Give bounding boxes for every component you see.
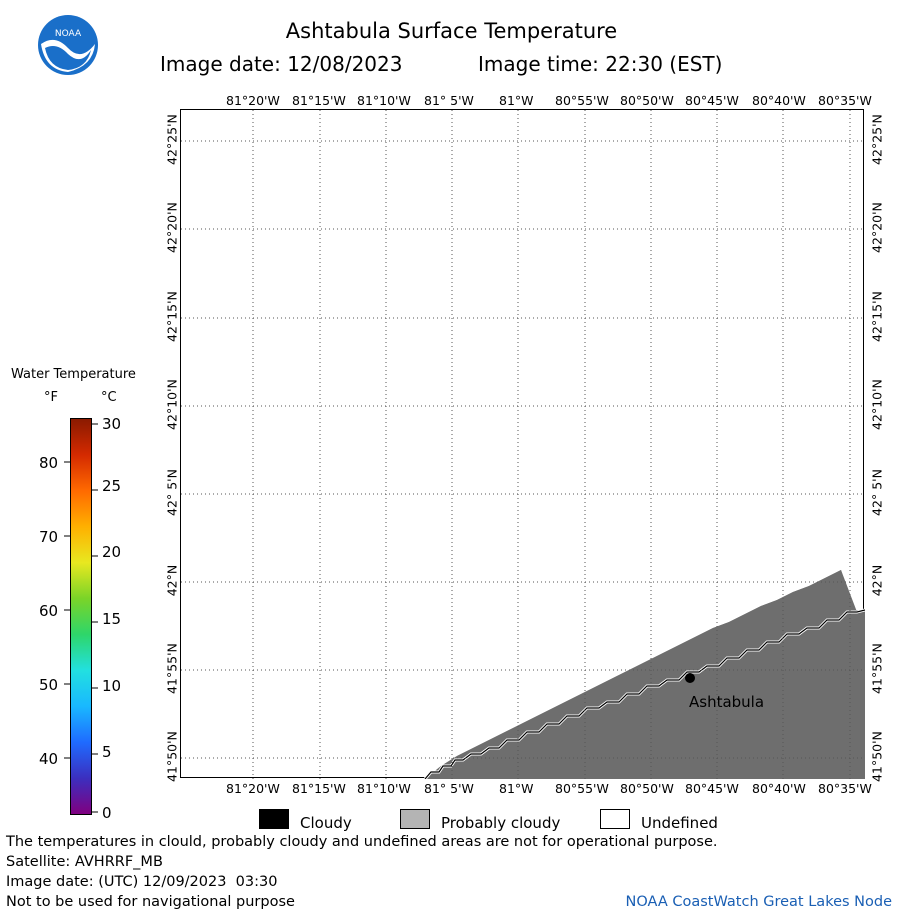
f-tick-label: 70 <box>39 528 59 546</box>
lon-label: 80°35'W <box>818 93 872 108</box>
lon-label: 80°55'W <box>555 93 609 108</box>
legend-probably-cloudy-label: Probably cloudy <box>441 814 561 832</box>
lon-label: 81°20'W <box>226 781 280 796</box>
lon-label: 81°15'W <box>292 93 346 108</box>
logo-text: NOAA <box>55 29 82 39</box>
lat-label: 41°55'N <box>869 643 885 694</box>
unit-f: °F <box>44 390 58 405</box>
lon-label: 80°50'W <box>620 781 674 796</box>
c-tick-label: 20 <box>102 543 122 561</box>
lon-label: 80°45'W <box>685 93 739 108</box>
lon-label: 80°55'W <box>555 781 609 796</box>
lon-label: 81° 5'W <box>424 93 474 108</box>
footer-note: The temperatures in clould, probably clo… <box>6 834 718 850</box>
lat-label: 42°15'N <box>164 291 180 342</box>
lat-label: 42°25'N <box>164 114 180 165</box>
lat-label: 42°N <box>164 564 180 597</box>
city-label: Ashtabula <box>689 693 765 711</box>
scale-ticks-left <box>64 461 71 759</box>
f-tick-label: 40 <box>39 750 59 768</box>
lat-label: 41°55'N <box>164 643 180 694</box>
legend-undefined-swatch <box>600 809 630 829</box>
lon-label: 80°40'W <box>752 781 806 796</box>
noaa-logo: NOAA <box>37 14 99 76</box>
c-tick-label: 10 <box>102 677 122 695</box>
lat-label: 41°50'N <box>869 731 885 782</box>
lon-label: 81°10'W <box>357 93 411 108</box>
lon-label: 81° 5'W <box>424 781 474 796</box>
legend-probably-cloudy-swatch <box>400 809 430 829</box>
footer-utc-date: Image date: (UTC) 12/09/2023 03:30 <box>6 874 278 890</box>
f-tick-label: 50 <box>39 676 59 694</box>
lat-label: 42° 5'N <box>164 469 180 516</box>
f-tick-label: 80 <box>39 454 59 472</box>
lat-label: 42° 5'N <box>869 469 885 516</box>
lat-label: 42°15'N <box>869 291 885 342</box>
c-tick-label: 30 <box>102 415 122 433</box>
lon-label: 81°20'W <box>226 93 280 108</box>
f-tick-label: 60 <box>39 602 59 620</box>
c-tick-label: 25 <box>102 477 122 495</box>
lat-label: 42°10'N <box>869 379 885 430</box>
city-marker <box>685 673 695 683</box>
footer-nav: Not to be used for navigational purpose <box>6 894 295 910</box>
legend-undefined-label: Undefined <box>641 814 718 832</box>
color-scale-title: Water Temperature <box>11 367 136 382</box>
lon-label: 80°35'W <box>818 781 872 796</box>
footer-satellite: Satellite: AVHRRF_MB <box>6 854 163 870</box>
lat-label: 42°10'N <box>164 379 180 430</box>
map-canvas <box>181 110 865 779</box>
lon-label: 81°W <box>499 781 534 796</box>
map-title: Ashtabula Surface Temperature <box>285 19 618 43</box>
image-time: Image time: 22:30 (EST) <box>478 52 723 76</box>
lat-label: 42°20'N <box>164 202 180 253</box>
lat-label: 42°N <box>869 564 885 597</box>
unit-c: °C <box>101 390 117 405</box>
footer-credit: NOAA CoastWatch Great Lakes Node <box>625 894 892 910</box>
lat-label: 42°20'N <box>869 202 885 253</box>
lat-label: 42°25'N <box>869 114 885 165</box>
legend-cloudy-swatch <box>259 809 289 829</box>
color-scale-bar <box>70 418 92 815</box>
image-date: Image date: 12/08/2023 <box>160 52 403 76</box>
lon-label: 80°45'W <box>685 781 739 796</box>
lon-label: 81°W <box>499 93 534 108</box>
lat-label: 41°50'N <box>164 731 180 782</box>
map-frame: Ashtabula <box>180 109 865 779</box>
legend-cloudy-label: Cloudy <box>300 814 352 832</box>
c-tick-label: 0 <box>102 804 112 822</box>
lon-label: 81°15'W <box>292 781 346 796</box>
lon-label: 80°40'W <box>752 93 806 108</box>
lon-label: 80°50'W <box>620 93 674 108</box>
c-tick-label: 5 <box>102 743 112 761</box>
lon-label: 81°10'W <box>357 781 411 796</box>
scale-ticks-right <box>91 423 98 813</box>
c-tick-label: 15 <box>102 610 122 628</box>
